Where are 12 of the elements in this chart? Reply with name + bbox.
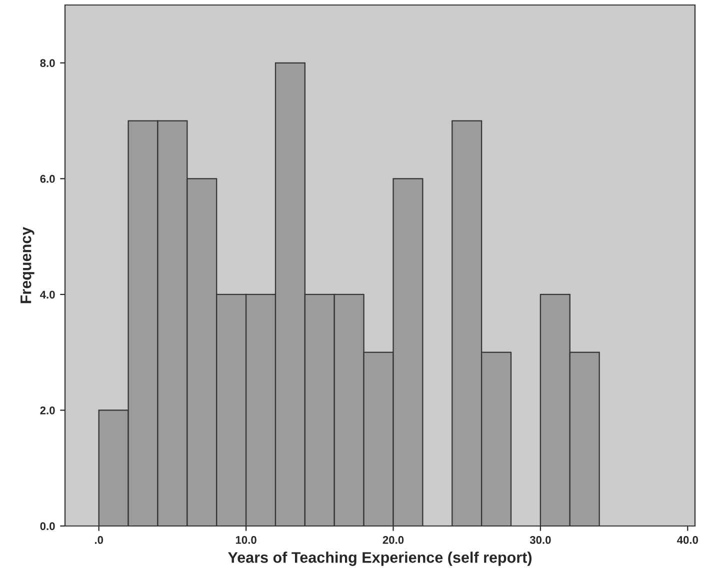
x-tick-label: .0 xyxy=(94,536,104,544)
x-axis-title: Years of Teaching Experience (self report) xyxy=(228,552,532,566)
y-tick-label: 6.0 xyxy=(40,174,55,183)
x-tick-label: 40.0 xyxy=(676,536,698,544)
x-tick-label: 10.0 xyxy=(236,536,256,544)
y-tick-label: 2.0 xyxy=(40,406,55,414)
y-axis-title: Frequency xyxy=(20,226,34,304)
x-tick-label: 20.0 xyxy=(382,536,404,544)
y-tick-label: 4.0 xyxy=(40,290,55,299)
y-tick-label: 0.0 xyxy=(40,522,55,530)
y-tick-label: 8.0 xyxy=(40,59,55,68)
x-tick-label: 30.0 xyxy=(530,536,551,544)
